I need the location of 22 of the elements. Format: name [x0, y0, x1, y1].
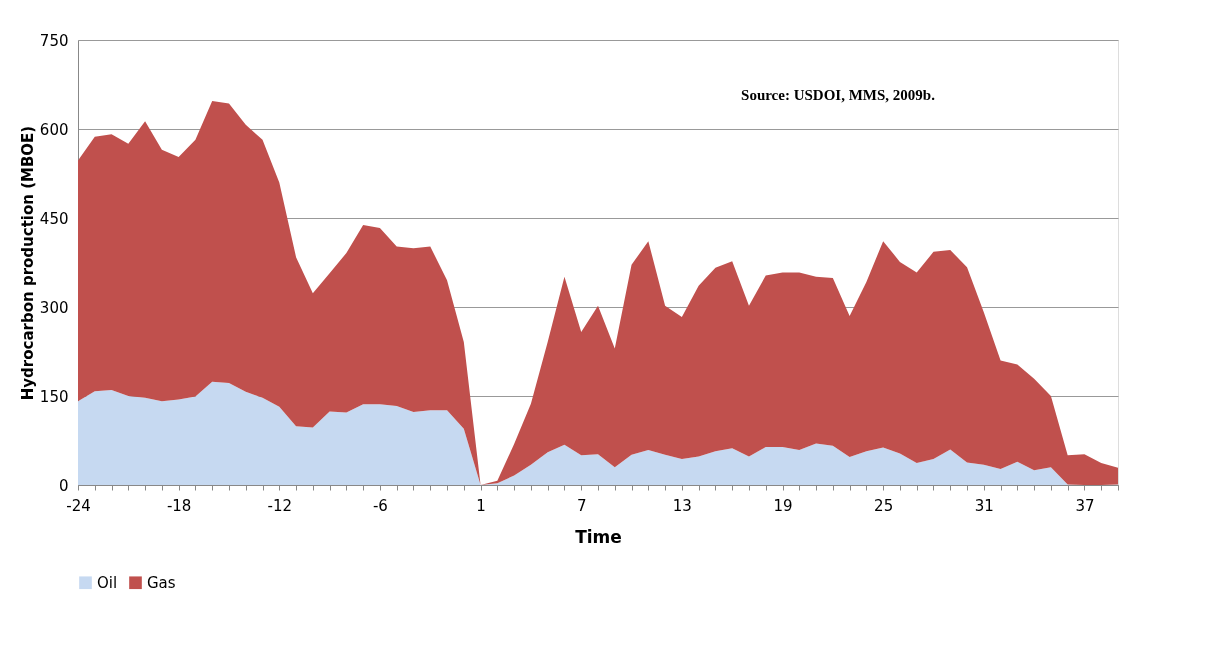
- y-tick-label: 300: [39, 298, 69, 317]
- legend-label: Gas: [147, 573, 176, 592]
- x-tick-label: 19: [773, 496, 793, 515]
- x-tick-label: -24: [66, 496, 91, 515]
- y-tick-label: 0: [58, 476, 69, 495]
- x-tick-label: 7: [576, 496, 587, 515]
- y-tick-label: 750: [39, 31, 69, 50]
- x-tick-label: 1: [476, 496, 486, 515]
- annotation: Source: USDOI, MMS, 2009b.: [741, 87, 936, 103]
- x-tick-label: 25: [874, 496, 894, 515]
- x-tick-label: 37: [1075, 496, 1095, 515]
- y-axis-title: Hydrocarbon production (MBOE): [18, 125, 37, 401]
- x-tick-label: 13: [672, 496, 692, 515]
- x-axis-title: Time: [575, 526, 622, 547]
- y-tick-label: 450: [39, 209, 69, 228]
- y-tick-label: 600: [39, 120, 69, 139]
- y-tick-label: 150: [39, 387, 69, 406]
- legend-label: Oil: [97, 573, 118, 592]
- x-tick-label: 31: [974, 496, 994, 515]
- x-tick-label: -12: [267, 496, 293, 515]
- x-tick-label: -6: [372, 496, 388, 515]
- x-tick-label: -18: [166, 496, 192, 515]
